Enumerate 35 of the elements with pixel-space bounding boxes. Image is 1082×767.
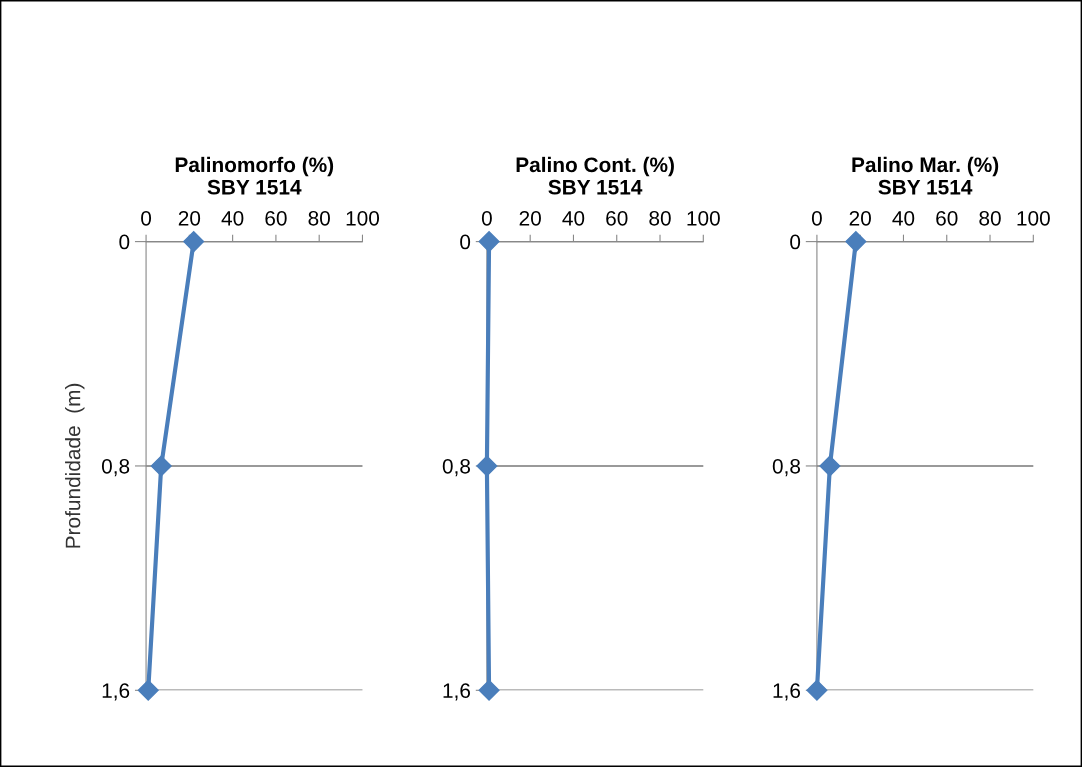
y-tick-label: 0,8 [101,458,130,477]
point [150,455,172,477]
x-tick-label: 20 [178,210,201,226]
x-tick-label: 20 [519,210,541,226]
x-tick-label: 60 [936,210,958,226]
chart-title: Palino Cont. (%) SBY 1514 [516,156,674,195]
x-tick-label: 80 [308,210,330,226]
x-tick-label: 40 [221,210,244,226]
y-tick-label: 1,6 [443,683,471,701]
x-tick-label: 60 [265,210,287,226]
x-tick-label: 40 [562,210,585,226]
x-tick-label: 0 [141,210,152,226]
x-tick-label: 80 [979,210,1001,226]
y-tick-label: 0,8 [442,458,471,477]
x-tick-label: 100 [346,210,380,226]
y-tick-label: 0 [119,234,130,250]
y-tick-label: 0 [790,234,801,250]
chart-title: Palino Mar. (%) SBY 1514 [852,156,999,195]
chart-title: Palinomorfo (%) SBY 1514 [175,156,334,195]
y-tick-label: 1,6 [773,683,801,701]
x-tick-label: 100 [687,210,720,226]
point [183,231,205,253]
x-tick-label: 20 [849,210,871,226]
y-axis-title: Profundidade (m) [65,383,85,548]
x-tick-label: 40 [892,210,915,226]
y-tick-label: 1,6 [102,683,130,701]
x-tick-label: 80 [649,210,671,226]
x-tick-label: 60 [606,210,628,226]
y-tick-label: 0,8 [772,458,801,477]
point [819,455,841,477]
x-tick-label: 100 [1017,210,1050,226]
x-tick-label: 0 [481,210,492,226]
point [845,231,867,253]
y-tick-label: 0 [460,234,471,250]
x-tick-label: 0 [811,210,822,226]
